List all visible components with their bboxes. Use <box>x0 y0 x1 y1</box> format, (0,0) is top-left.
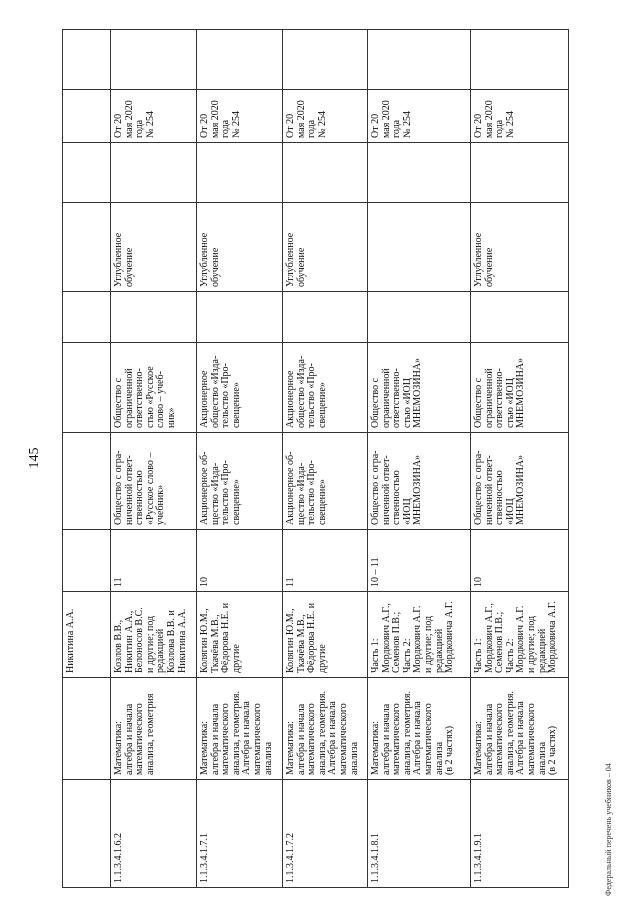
cell-title: Математика: алгебра и начала математичес… <box>470 677 569 780</box>
table-row: 1.1.3.4.1.7.1 Математика: алгебра и начал… <box>196 29 283 888</box>
cell-code: 1.1.3.4.1.9.1 <box>470 779 569 888</box>
cell-grade <box>62 529 111 592</box>
textbook-table-sheet: Никитина А.А. 1.1.3.4.1.6.2 Математика: ал… <box>62 29 569 888</box>
cell-col9 <box>196 142 283 203</box>
cell-col11 <box>110 29 197 90</box>
cell-publisher: Общество с огра- ниченной ответ- ственно… <box>110 432 197 530</box>
cell-col7 <box>110 291 197 343</box>
cell-publisher: Общество с огра- ниченной ответ- ственно… <box>367 432 471 530</box>
table-row: 1.1.3.4.1.6.2 Математика: алгебра и начал… <box>110 29 197 888</box>
cell-code <box>62 779 111 888</box>
cell-col7 <box>196 291 283 343</box>
cell-publisher2 <box>62 342 111 433</box>
cell-publisher2: Общество с ограниченной ответственно- ст… <box>110 342 197 433</box>
cell-col9 <box>62 142 111 203</box>
cell-level <box>367 202 471 292</box>
cell-authors: Колягин Ю.М., Ткачёва М.В., Фёдорова Н.Е… <box>282 591 368 678</box>
cell-col11 <box>62 29 111 90</box>
cell-col9 <box>367 142 471 203</box>
cell-publisher: Акционерное об- щество «Изда- тельство «… <box>282 432 368 530</box>
table-row: 1.1.3.4.1.9.1 Математика: алгебра и начал… <box>470 29 569 888</box>
cell-title: Математика: алгебра и начала математичес… <box>367 677 471 780</box>
cell-title: Математика: алгебра и начала математичес… <box>282 677 368 780</box>
cell-level: Углубленное обучение <box>282 202 368 292</box>
cell-code: 1.1.3.4.1.7.1 <box>196 779 283 888</box>
table-row: Никитина А.А. <box>62 29 111 888</box>
footer-text: Федеральный перечень учебников – 04 <box>604 763 613 896</box>
cell-col7 <box>470 291 569 343</box>
cell-publisher2: Общество с ограниченной ответственно- ст… <box>470 342 569 433</box>
cell-authors: Козлов В.В., Никитин А.А., Белоносов В.С… <box>110 591 197 678</box>
cell-title: Математика: алгебра и начала математичес… <box>110 677 197 780</box>
cell-authors: Никитина А.А. <box>62 591 111 678</box>
cell-order: От 20 мая 2020 года № 254 <box>470 89 569 143</box>
cell-code: 1.1.3.4.1.7.2 <box>282 779 368 888</box>
cell-grade: 10 <box>470 529 569 592</box>
cell-authors: Часть 1: Мордкович А.Г., Семенов П.В.; Ч… <box>367 591 471 678</box>
cell-col7 <box>62 291 111 343</box>
cell-col11 <box>282 29 368 90</box>
cell-level: Углубленное обучение <box>470 202 569 292</box>
cell-order: От 20 мая 2020 года № 254 <box>110 89 197 143</box>
table-row: 1.1.3.4.1.7.2 Математика: алгебра и начал… <box>282 29 368 888</box>
cell-publisher2: Общество с ограниченной ответственно- ст… <box>367 342 471 433</box>
cell-order: От 20 мая 2020 года № 254 <box>196 89 283 143</box>
cell-publisher: Акционерное об- щество «Изда- тельство «… <box>196 432 283 530</box>
cell-title <box>62 677 111 780</box>
page-number: 145 <box>27 447 42 469</box>
cell-grade: 11 <box>110 529 197 592</box>
cell-authors: Часть 1: Мордкович А.Г., Семенов П.В.; Ч… <box>470 591 569 678</box>
cell-order <box>62 89 111 143</box>
cell-col11 <box>470 29 569 90</box>
cell-col11 <box>367 29 471 90</box>
cell-order: От 20 мая 2020 года № 254 <box>367 89 471 143</box>
cell-publisher <box>62 432 111 530</box>
cell-grade: 11 <box>282 529 368 592</box>
cell-grade: 10 – 11 <box>367 529 471 592</box>
textbook-table: Никитина А.А. 1.1.3.4.1.6.2 Математика: ал… <box>62 29 569 888</box>
cell-code: 1.1.3.4.1.6.2 <box>110 779 197 888</box>
cell-title: Математика: алгебра и начала математичес… <box>196 677 283 780</box>
cell-col7 <box>367 291 471 343</box>
cell-col11 <box>196 29 283 90</box>
cell-level: Углубленное обучение <box>110 202 197 292</box>
cell-authors: Колягин Ю.М., Ткачёва М.В., Фёдорова Н.Е… <box>196 591 283 678</box>
cell-grade: 10 <box>196 529 283 592</box>
cell-col9 <box>470 142 569 203</box>
cell-col9 <box>282 142 368 203</box>
cell-col7 <box>282 291 368 343</box>
cell-level <box>62 202 111 292</box>
cell-level: Углубленное обучение <box>196 202 283 292</box>
table-row: 1.1.3.4.1.8.1 Математика: алгебра и начал… <box>367 29 471 888</box>
cell-publisher2: Акционерное общество «Изда- тельство «Пр… <box>196 342 283 433</box>
cell-code: 1.1.3.4.1.8.1 <box>367 779 471 888</box>
cell-col9 <box>110 142 197 203</box>
cell-publisher2: Акционерное общество «Изда- тельство «Пр… <box>282 342 368 433</box>
cell-order: От 20 мая 2020 года № 254 <box>282 89 368 143</box>
cell-publisher: Общество с огра- ниченной ответ- ственно… <box>470 432 569 530</box>
